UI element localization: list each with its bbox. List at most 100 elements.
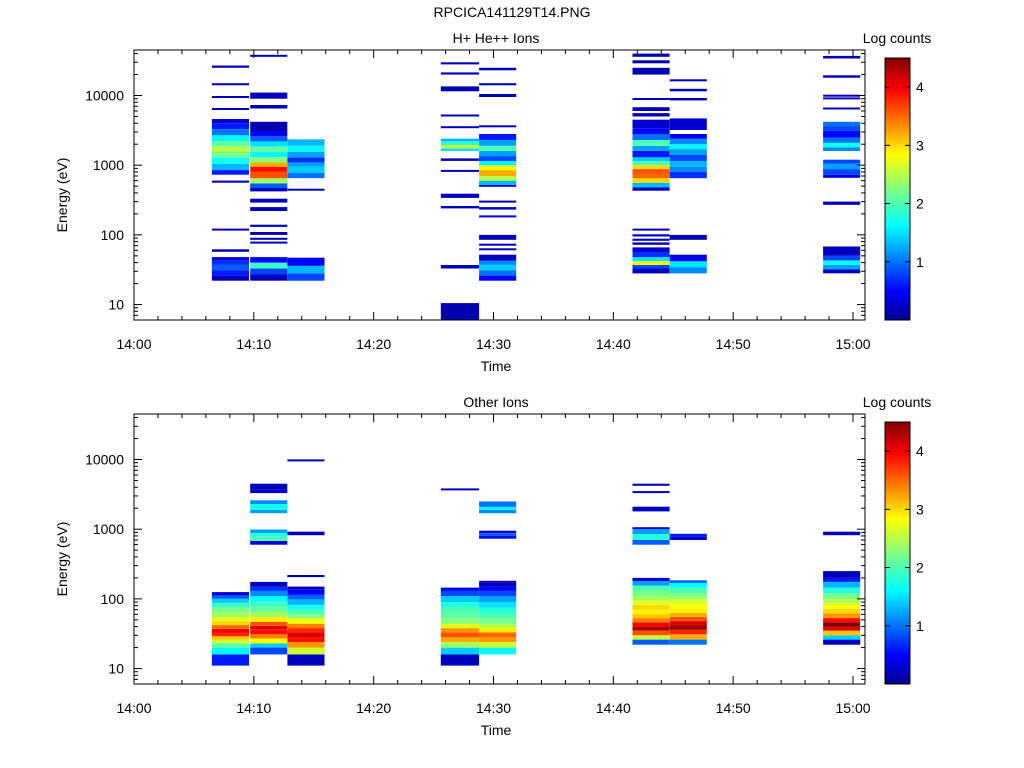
heatmap-cell <box>479 632 517 638</box>
heatmap-cell <box>250 274 288 281</box>
heatmap-cell <box>632 639 670 645</box>
heatmap-cell <box>479 140 517 146</box>
heatmap-cell <box>823 608 861 614</box>
heatmap-cell <box>632 145 670 151</box>
heatmap-cell <box>479 506 517 510</box>
heatmap-cell <box>250 601 288 607</box>
heatmap-cell <box>211 157 249 164</box>
heatmap-cell <box>669 621 707 626</box>
heatmap-cell <box>823 581 861 588</box>
heatmap-cell <box>211 595 249 599</box>
heatmap-cell <box>250 629 288 635</box>
heatmap-cell <box>632 173 670 179</box>
heatmap-cell <box>250 151 288 158</box>
heatmap-cell <box>287 647 325 655</box>
heatmap-cell <box>287 637 325 643</box>
heatmap-cell <box>250 606 288 612</box>
colorbar-gradient <box>884 421 911 685</box>
heatmap-cell <box>823 159 861 164</box>
heatmap-cell <box>440 596 480 603</box>
heatmap-cell <box>211 260 249 265</box>
x-tick-label: 14:10 <box>236 336 271 352</box>
heatmap-cell <box>440 590 480 596</box>
heatmap-cell <box>440 647 480 655</box>
heatmap-cell <box>440 637 480 643</box>
heatmap-cell <box>250 536 288 541</box>
heatmap-cell <box>211 141 249 147</box>
heatmap-cell <box>250 121 288 131</box>
heatmap-cell <box>632 585 670 591</box>
heatmap-cell <box>287 628 325 633</box>
heatmap-cell <box>211 625 249 629</box>
heatmap-cell <box>669 582 707 588</box>
heatmap-cell <box>669 629 707 635</box>
heatmap-cell <box>632 614 670 619</box>
heatmap-cell <box>632 242 670 245</box>
heatmap-cell <box>250 262 288 269</box>
heatmap-cell <box>479 270 517 276</box>
x-tick-label: 14:00 <box>116 700 151 716</box>
heatmap-cell <box>250 504 288 510</box>
heatmap-cell <box>287 145 325 152</box>
heatmap-cell <box>211 621 249 626</box>
heatmap-cell <box>211 123 249 129</box>
heatmap-cell <box>479 590 517 596</box>
heatmap-cell <box>211 611 249 617</box>
heatmap-cell <box>211 602 249 608</box>
heatmap-cells <box>211 53 861 320</box>
heatmap-cell <box>823 137 861 143</box>
y-tick-label: 10000 <box>85 452 124 468</box>
heatmap-cell <box>211 639 249 644</box>
heatmap-cell <box>211 108 249 110</box>
heatmap-cell <box>440 206 480 209</box>
heatmap-cell <box>211 632 249 637</box>
heatmap-cell <box>440 169 480 172</box>
heatmap-cell <box>250 621 288 626</box>
heatmap-cell <box>632 107 670 111</box>
heatmap-cell <box>440 158 480 161</box>
heatmap-cell <box>479 234 517 240</box>
x-axis: 14:00 14:10 14:20 14:30 14:40 14:50 15:00 <box>116 50 871 352</box>
heatmap-cell <box>440 632 480 638</box>
heatmap-cell <box>669 149 707 155</box>
colorbar-tick-label: 2 <box>916 560 924 576</box>
heatmap-cell <box>211 151 249 158</box>
heatmap-cell <box>632 165 670 170</box>
colorbar-tick-label: 1 <box>916 618 924 634</box>
heatmap-cell <box>287 151 325 158</box>
heatmap-cell <box>479 501 517 507</box>
heatmap-cell <box>479 125 517 128</box>
heatmap-cell <box>479 618 517 624</box>
colorbar-tick-label: 4 <box>916 443 924 459</box>
heatmap-cell <box>440 303 480 320</box>
heatmap-cell <box>479 176 517 181</box>
heatmap-cell <box>287 265 325 274</box>
heatmap-cell <box>287 642 325 648</box>
heatmap-cell <box>250 237 288 240</box>
heatmap-cell <box>479 647 517 655</box>
heatmap-cell <box>440 72 480 75</box>
heatmap-cell <box>250 241 288 244</box>
heatmap-cell <box>250 224 288 227</box>
heatmap-cell <box>669 598 707 604</box>
colorbar-tick-label: 3 <box>916 501 924 517</box>
heatmap-cell <box>632 600 670 605</box>
heatmap-cell <box>632 483 670 486</box>
heatmap-cell <box>823 635 861 640</box>
heatmap-cell <box>250 198 288 203</box>
heatmap-cell <box>250 581 288 587</box>
heatmap-cell <box>823 622 861 627</box>
heatmap-cell <box>287 586 325 590</box>
heatmap-cell <box>287 531 325 536</box>
heatmap-cell <box>823 121 861 127</box>
heatmap-cell <box>211 163 249 171</box>
heatmap-cell <box>287 273 325 281</box>
heatmap-cell <box>250 232 288 235</box>
heatmap-cell <box>632 257 670 262</box>
heatmap-cell <box>440 623 480 629</box>
heatmap-cell <box>669 267 707 274</box>
heatmap-cell <box>823 613 861 618</box>
heatmap-cell <box>250 529 288 534</box>
heatmap-cell <box>287 632 325 638</box>
